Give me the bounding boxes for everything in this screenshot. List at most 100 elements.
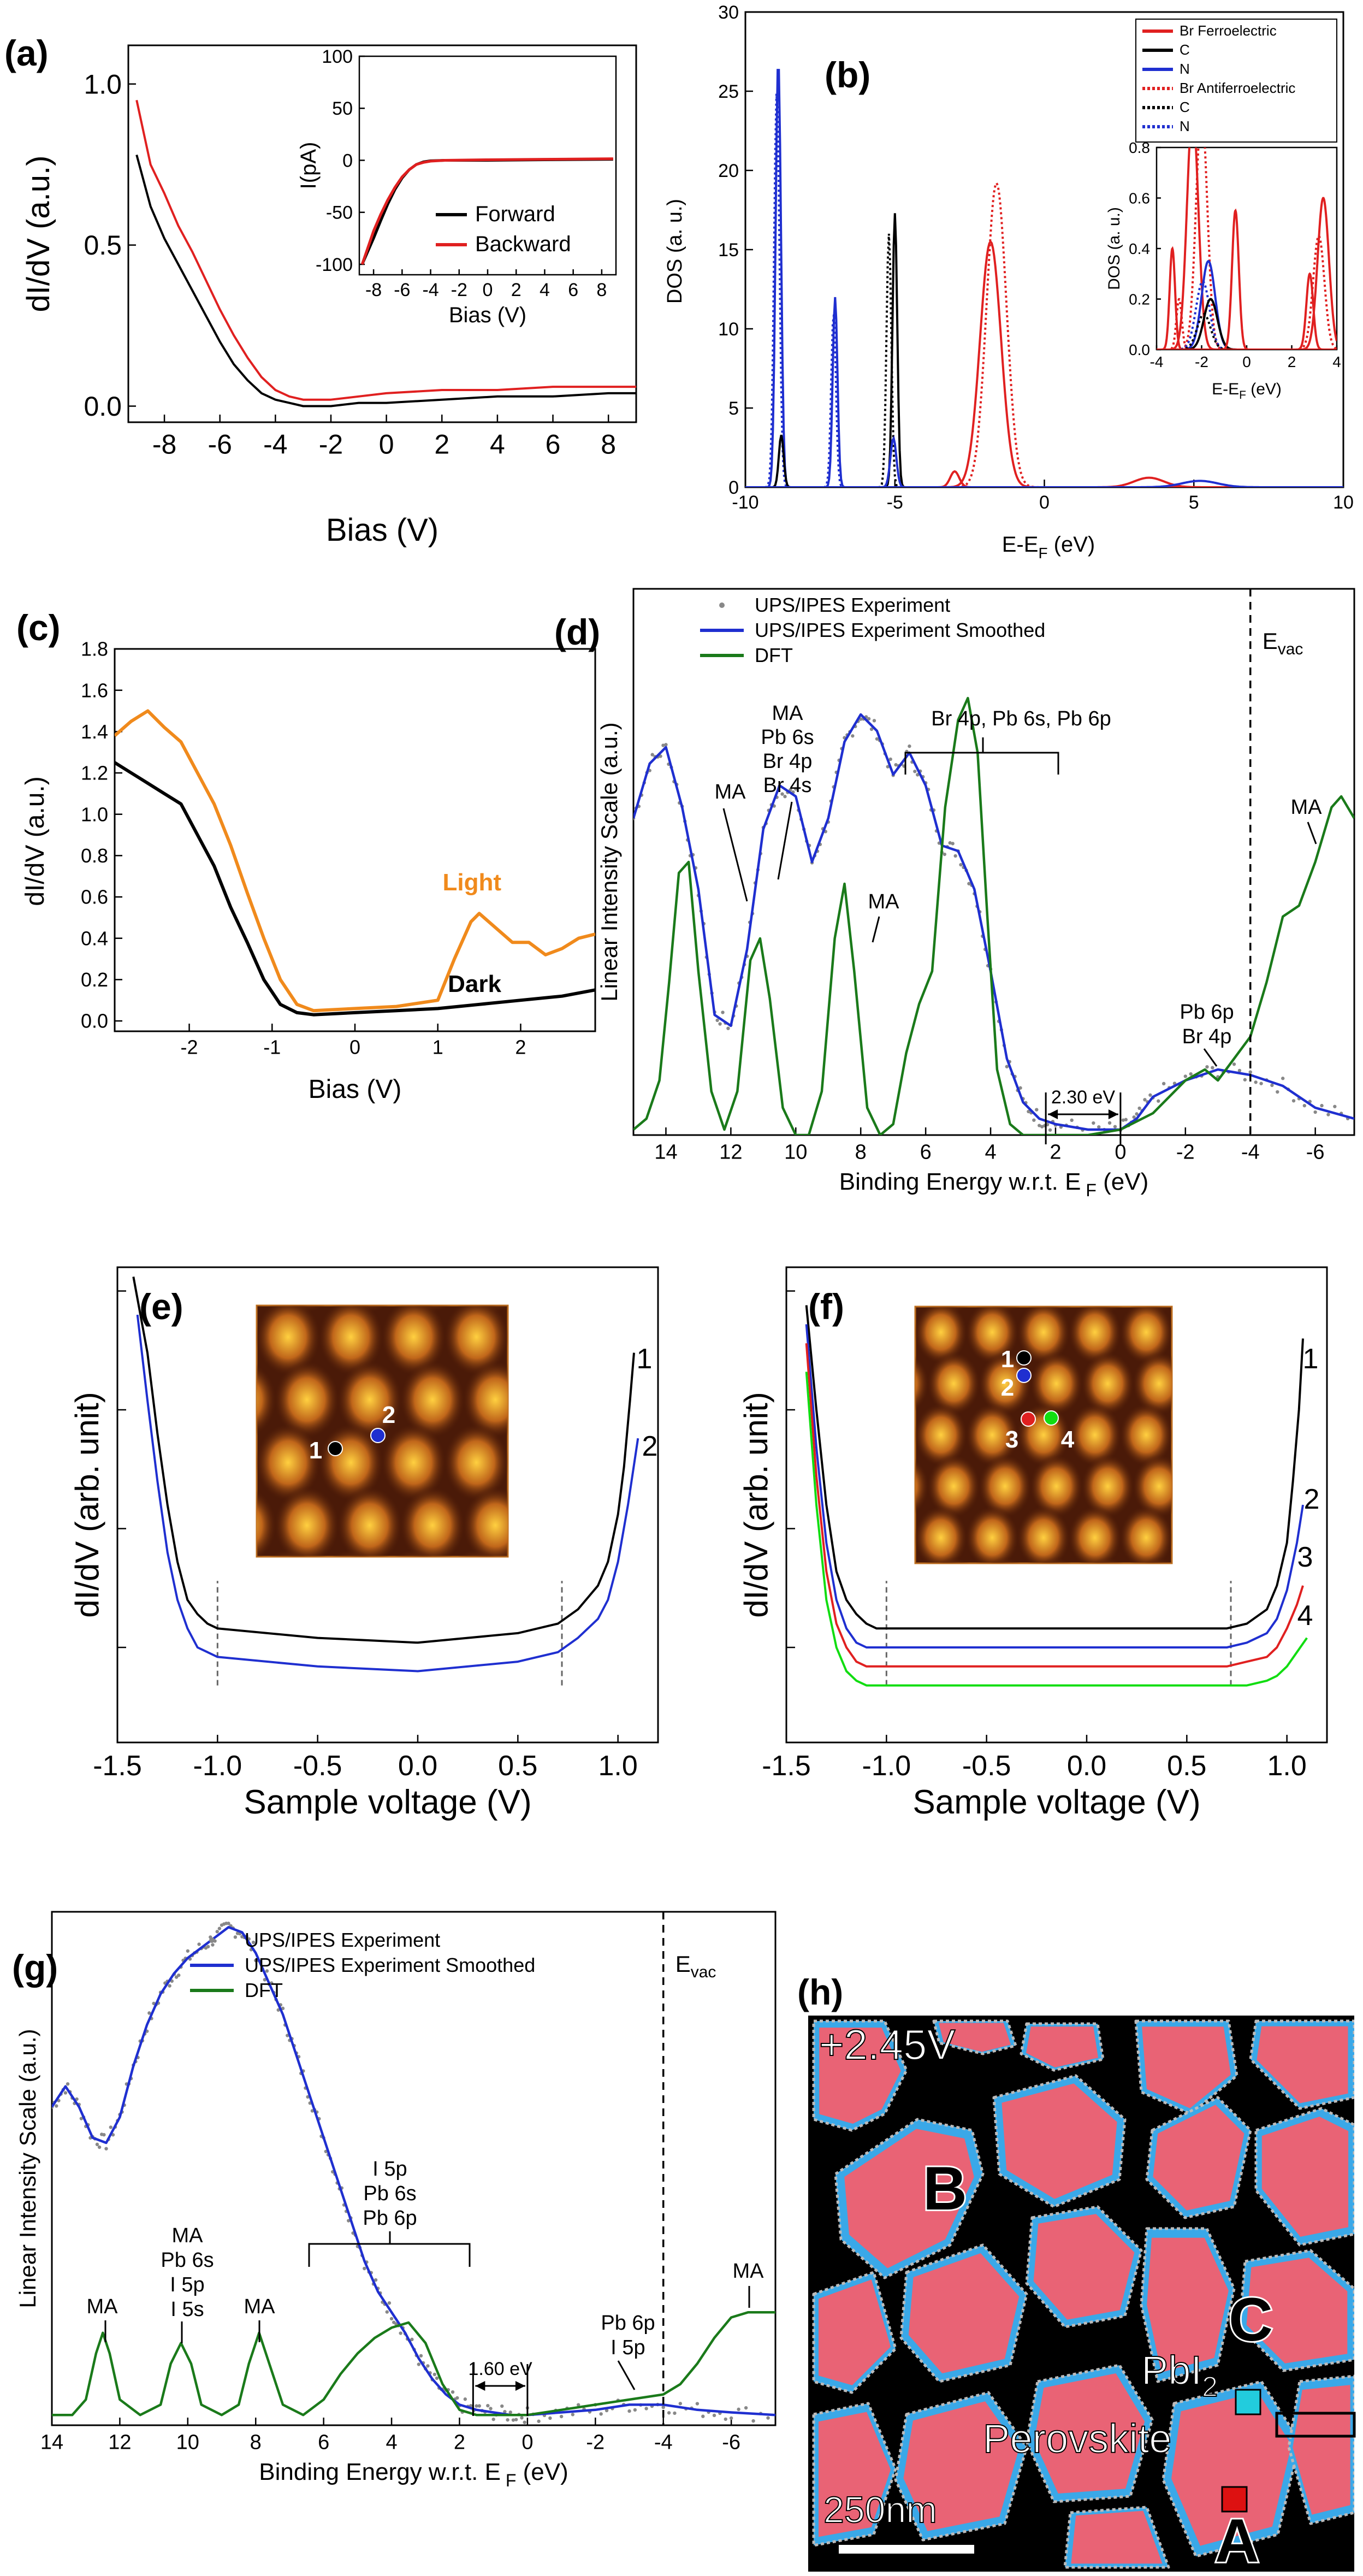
experiment-point — [869, 727, 874, 731]
experiment-point — [426, 2364, 430, 2368]
annotation-label: Pb 6p — [601, 2312, 655, 2335]
x-tick-label: -1.0 — [193, 1750, 242, 1782]
x-tick-label: 8 — [596, 280, 607, 300]
x-axis-title-unit: (eV) — [1048, 533, 1095, 557]
experiment-point — [1038, 1124, 1041, 1127]
annotation-label: Pb 6p — [1180, 1001, 1234, 1024]
panel-label: (h) — [797, 1972, 843, 2012]
dos-peak — [745, 233, 1343, 487]
x-tick-label: 0 — [483, 280, 493, 300]
experiment-point — [233, 1935, 238, 1939]
evac-label: Evac — [675, 1951, 716, 1981]
stm-atom-blob — [1068, 1307, 1122, 1364]
stm-atom-blob — [1184, 1249, 1237, 1313]
experiment-point — [766, 2416, 770, 2420]
legend-label: DFT — [245, 1979, 283, 2001]
y-axis-title: dI/dV (arb. unit) — [69, 1392, 105, 1618]
experiment-point — [1121, 1118, 1125, 1122]
experiment-point — [916, 773, 920, 777]
experiment-point — [1270, 1083, 1274, 1088]
experiment-point — [751, 2419, 755, 2423]
stm-atom-blob — [978, 1351, 1032, 1416]
x-tick-label: -6 — [208, 429, 232, 460]
x-axis-title: Bias (V) — [309, 1075, 402, 1104]
grain-core — [1257, 2026, 1348, 2104]
experiment-point — [644, 2407, 648, 2410]
x-tick-label: 10 — [176, 2431, 199, 2454]
series-line-smoothed — [52, 1925, 775, 2417]
y-axis-title: dI/dV (a.u.) — [21, 776, 50, 906]
annotation-bracket — [308, 2243, 471, 2267]
stm-atom-blob — [1119, 1403, 1172, 1467]
x-tick-label: 8 — [855, 1141, 867, 1164]
stm-atom-blob — [915, 1324, 916, 1341]
sts-curve-1 — [805, 1305, 1304, 1630]
experiment-point — [1243, 1078, 1247, 1082]
stm-atom-blob — [1040, 1307, 1072, 1313]
x-tick-label: 0.5 — [498, 1750, 537, 1782]
experiment-point — [1302, 1103, 1307, 1108]
panel-g: 14 12 10 8 6 4 2 0 -2 -4 -6 Evac 1.60 eV UPS/IPES Exp… — [12, 1911, 777, 2490]
experiment-point — [673, 2411, 677, 2415]
gap-arrowhead-right — [1108, 1109, 1118, 1119]
experiment-point — [1161, 1082, 1166, 1086]
stm-atom-blob — [915, 1307, 918, 1309]
experiment-point — [1248, 1070, 1252, 1074]
inset-y-title: DOS (a. u.) — [1105, 207, 1123, 290]
experiment-point — [718, 1022, 722, 1026]
experiment-point — [888, 757, 892, 761]
experiment-point — [953, 854, 957, 858]
legend-label: UPS/IPES Experiment Smoothed — [755, 619, 1045, 641]
experiment-point — [104, 2147, 108, 2150]
series-line-light — [115, 709, 595, 1013]
grain-core — [1261, 2117, 1349, 2237]
annotation-label: MA — [868, 890, 900, 913]
x-tick-label: 0 — [1115, 1141, 1126, 1164]
panel-d: 14 12 10 8 6 4 2 0 -2 -4 -6 Evac 2.30 eV UPS/IPES Exp… — [554, 588, 1355, 1200]
experiment-point — [477, 2404, 481, 2408]
plot-frame — [632, 588, 1355, 1136]
stm-atom-blob — [1068, 1505, 1122, 1563]
experiment-point — [1291, 1099, 1296, 1103]
annotation-label: I 5p — [372, 2158, 407, 2181]
stm-atom-blob — [443, 1305, 508, 1376]
y-tick-label: 0.5 — [84, 230, 122, 261]
annotation-label: Pb 6s — [161, 2249, 214, 2272]
grain-core — [1071, 2510, 1163, 2564]
panel-label: (e) — [139, 1286, 183, 1327]
experiment-point — [197, 1942, 201, 1946]
stm-atom-blob — [978, 1454, 1032, 1519]
experiment-point — [548, 2416, 552, 2420]
dos-peak — [745, 93, 1343, 487]
stm-point-label: 1 — [309, 1437, 322, 1464]
stm-atom-blob — [1092, 1557, 1124, 1563]
y-tick-label: 0.4 — [81, 927, 108, 949]
x-axis-title: Sample voltage (V) — [912, 1783, 1200, 1821]
dos-peak — [745, 240, 1343, 487]
experiment-point — [726, 1026, 730, 1030]
annotation-bracket — [904, 752, 1059, 775]
x-tick-label: -4 — [654, 2431, 673, 2454]
x-tick-label: 4 — [1332, 353, 1341, 370]
y-tick-label: 0.8 — [81, 844, 108, 867]
x-tick-label: 4 — [985, 1141, 996, 1164]
y-tick-label: 0.0 — [84, 391, 122, 422]
x-tick-label: 2 — [1050, 1141, 1061, 1164]
stm-atom-blob — [350, 1305, 389, 1313]
panel-e: -1.5 -1.0 -0.5 0.0 0.5 1.0 Sample voltage (V) d… — [69, 1266, 659, 1821]
stm-atom-blob — [1092, 1307, 1124, 1313]
grain-core — [908, 2253, 1020, 2373]
x-tick-label: 4 — [540, 280, 550, 300]
stm-atom-blob — [927, 1351, 981, 1416]
y-tick-label: 0.8 — [1129, 139, 1150, 156]
experiment-point — [95, 2142, 99, 2147]
experiment-point — [1113, 1125, 1117, 1129]
perovskite-label: Perovskite — [983, 2416, 1171, 2461]
curve-label: 3 — [1297, 1541, 1313, 1573]
scale-label: 250nm — [823, 2489, 937, 2531]
stm-atom-blob — [463, 1361, 508, 1439]
x-tick-label: -2 — [586, 2431, 605, 2454]
grain-core — [1153, 2105, 1245, 2211]
x-tick-label: 1.0 — [1267, 1750, 1307, 1782]
